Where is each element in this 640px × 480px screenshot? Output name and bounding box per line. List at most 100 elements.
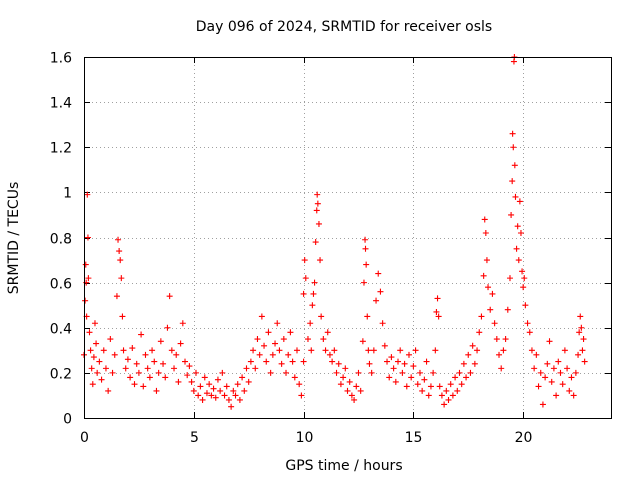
data-point (423, 358, 430, 365)
data-point (395, 358, 402, 365)
y-tick-label: 1.4 (50, 96, 72, 112)
data-point (182, 358, 189, 365)
data-point (539, 401, 546, 408)
data-point (496, 351, 503, 358)
data-point (278, 360, 285, 367)
data-point (129, 345, 136, 352)
data-point (263, 358, 270, 365)
data-point (377, 288, 384, 295)
data-point (199, 396, 206, 403)
data-point (578, 324, 585, 331)
data-point (210, 385, 217, 392)
data-point (82, 297, 89, 304)
data-point (177, 340, 184, 347)
data-point (390, 365, 397, 372)
data-point (84, 234, 91, 241)
data-point (362, 245, 369, 252)
data-point (173, 351, 180, 358)
data-point (533, 351, 540, 358)
data-point (252, 365, 259, 372)
data-point (469, 342, 476, 349)
data-point (528, 347, 535, 354)
x-tick-label: 10 (296, 430, 314, 446)
data-point (307, 320, 314, 327)
data-point (421, 376, 428, 383)
data-point (508, 211, 515, 218)
data-point (90, 354, 97, 361)
data-point (164, 324, 171, 331)
data-point (384, 358, 391, 365)
data-point (168, 347, 175, 354)
data-point (379, 320, 386, 327)
data-point (324, 329, 331, 336)
data-point (548, 378, 555, 385)
y-tick-label: 1 (63, 186, 72, 202)
data-point (283, 369, 290, 376)
data-point (509, 130, 516, 137)
data-point (96, 358, 103, 365)
data-point (322, 347, 329, 354)
data-point (419, 387, 426, 394)
data-point (524, 320, 531, 327)
data-point (308, 347, 315, 354)
data-point (82, 261, 89, 268)
data-point (363, 261, 370, 268)
data-point (120, 347, 127, 354)
data-point (482, 229, 489, 236)
data-point (100, 347, 107, 354)
data-point (458, 381, 465, 388)
data-point (247, 358, 254, 365)
data-point (116, 248, 123, 255)
y-tick-label: 0.4 (50, 322, 72, 338)
data-point (122, 365, 129, 372)
data-point (93, 340, 100, 347)
data-point (162, 374, 169, 381)
data-point (111, 351, 118, 358)
data-point (397, 347, 404, 354)
data-point (515, 257, 522, 264)
data-point (366, 360, 373, 367)
data-point (206, 381, 213, 388)
data-point (318, 313, 325, 320)
data-point (364, 313, 371, 320)
data-point (381, 342, 388, 349)
data-point (483, 257, 490, 264)
data-point (127, 374, 134, 381)
data-point (478, 313, 485, 320)
data-point (203, 390, 210, 397)
data-point (427, 383, 434, 390)
data-point (568, 374, 575, 381)
data-point (219, 369, 226, 376)
data-point (315, 220, 322, 227)
data-point (214, 376, 221, 383)
data-point (432, 347, 439, 354)
data-point (441, 401, 448, 408)
data-point (553, 392, 560, 399)
data-point (502, 336, 509, 343)
data-point (113, 293, 120, 300)
data-point (375, 270, 382, 277)
data-point (274, 320, 281, 327)
data-point (314, 200, 321, 207)
data-point (135, 369, 142, 376)
data-point (88, 365, 95, 372)
data-point (357, 387, 364, 394)
data-point (504, 306, 511, 313)
data-point (119, 313, 126, 320)
data-point (138, 331, 145, 338)
data-point (359, 338, 366, 345)
data-point (107, 336, 114, 343)
data-point (550, 365, 557, 372)
data-point (269, 351, 276, 358)
data-point (296, 381, 303, 388)
data-point (118, 275, 125, 282)
data-point (351, 396, 358, 403)
data-point (348, 392, 355, 399)
data-point (337, 381, 344, 388)
data-point (510, 144, 517, 151)
x-tick-label: 15 (405, 430, 423, 446)
data-point (287, 329, 294, 336)
data-point (481, 216, 488, 223)
data-point (368, 369, 375, 376)
data-point (467, 369, 474, 376)
